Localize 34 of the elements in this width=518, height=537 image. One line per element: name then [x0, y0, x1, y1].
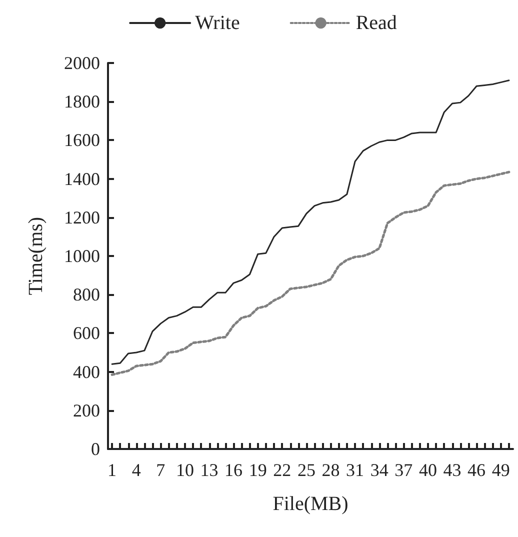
y-tick-label: 1600 [64, 130, 100, 150]
line-series [111, 80, 510, 365]
legend-label: Read [356, 12, 397, 34]
legend-label: Write [195, 12, 240, 34]
x-tick-label: 49 [492, 460, 510, 480]
line-series [110, 170, 510, 376]
y-tick-label: 1400 [64, 168, 100, 189]
x-tick-label: 43 [443, 460, 462, 480]
x-tick-label: 34 [370, 460, 388, 480]
x-tick-label: 19 [248, 460, 267, 480]
y-tick-label: 800 [73, 284, 100, 305]
y-tick-label: 1200 [64, 207, 100, 228]
x-axis-title: File(MB) [272, 493, 348, 515]
x-tick-label: 28 [322, 460, 340, 480]
x-tick-label: 16 [224, 460, 243, 480]
x-tick-label: 1 [108, 460, 117, 480]
y-tick-label: 1000 [64, 246, 100, 266]
x-tick-label: 37 [394, 460, 413, 480]
x-tick-label: 40 [418, 460, 437, 480]
x-tick-label: 46 [468, 460, 486, 480]
x-tick-label: 22 [273, 460, 292, 480]
x-tick-label: 10 [176, 460, 194, 480]
y-tick-label: 400 [73, 362, 100, 382]
x-tick-label: 7 [156, 460, 166, 480]
x-tick-label: 4 [132, 460, 141, 480]
x-tick-label: 13 [200, 460, 218, 480]
x-tick-label: 31 [346, 460, 364, 480]
y-tick-label: 200 [73, 400, 100, 420]
y-axis-title: Time(ms) [25, 216, 47, 296]
y-tick-label: 0 [91, 439, 100, 459]
y-tick-label: 1800 [64, 92, 100, 112]
y-tick-label: 600 [73, 323, 100, 344]
x-tick-label: 25 [297, 460, 316, 480]
y-tick-label: 2000 [64, 53, 100, 73]
